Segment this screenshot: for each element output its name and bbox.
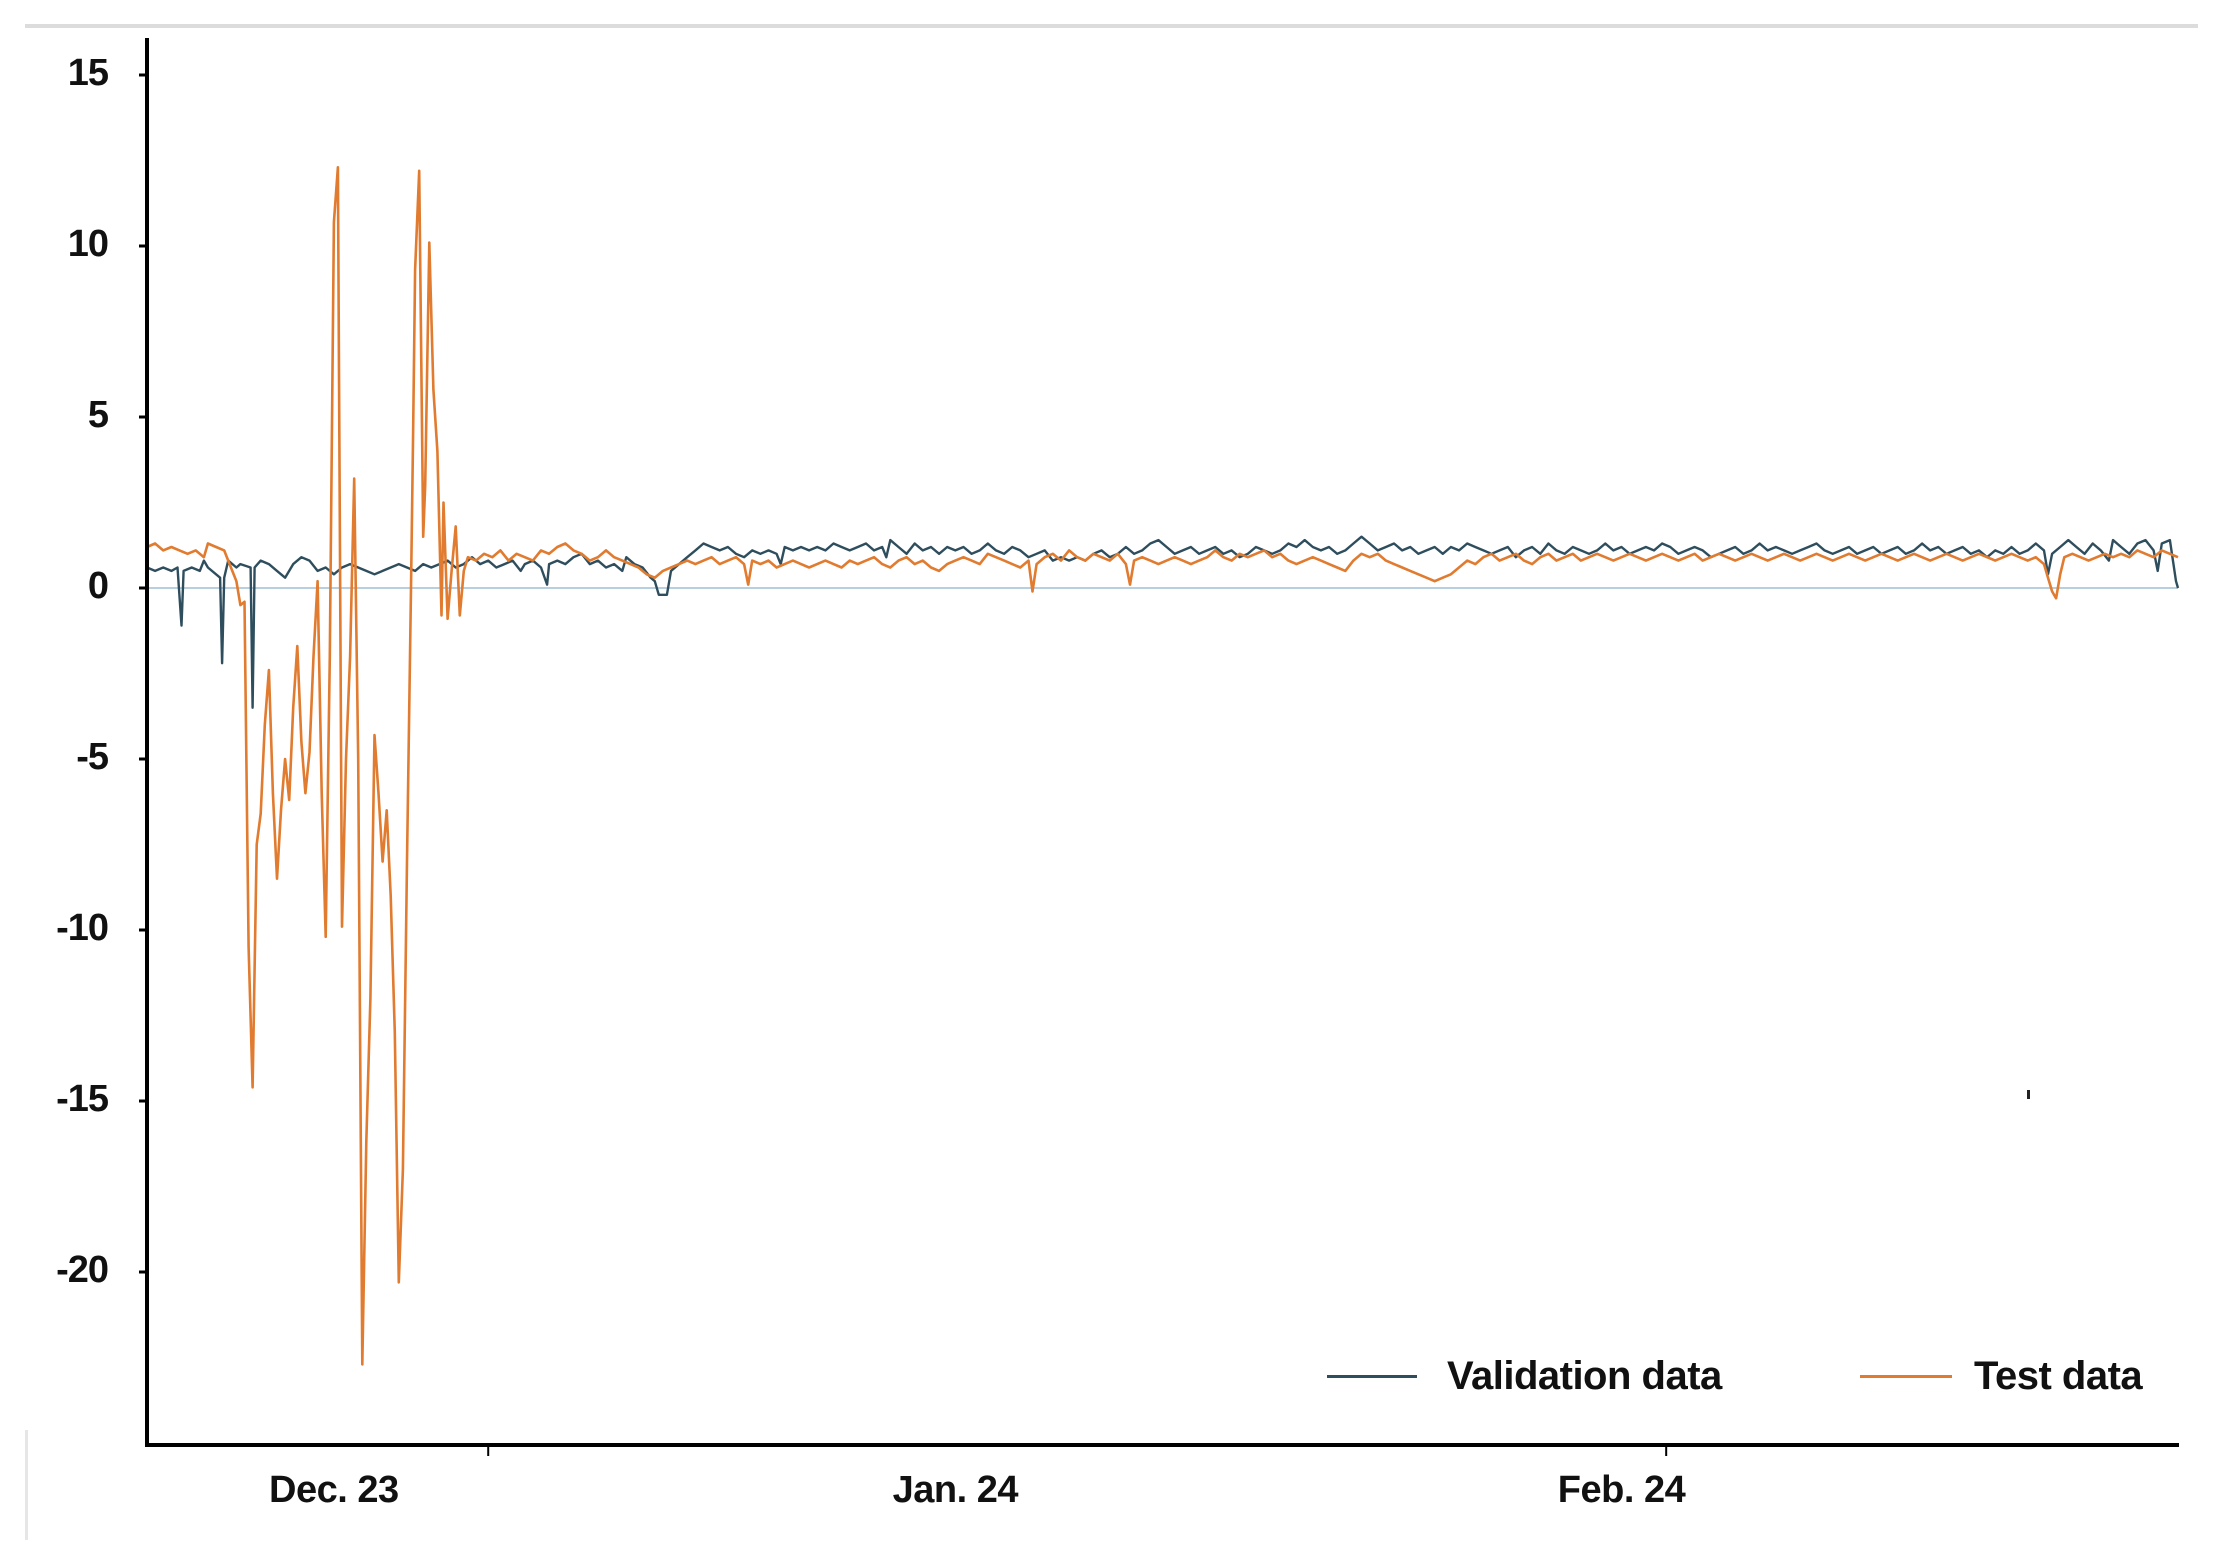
y-tick-label: 5 [87, 394, 109, 436]
y-tick-label: -10 [56, 907, 109, 949]
y-tick-label: -15 [56, 1078, 109, 1120]
x-tick-label: Dec. 23 [269, 1469, 399, 1511]
y-ticks [139, 73, 147, 1274]
test-series-line [146, 166, 2179, 1366]
legend-item-validation: Validation data [1327, 1352, 1722, 1400]
x-tick-label: Feb. 24 [1557, 1469, 1686, 1511]
x-ticks [487, 1445, 1668, 1456]
legend-item-test: Test data [1860, 1352, 2143, 1400]
y-tick-label: -5 [76, 736, 109, 778]
series-lines [146, 166, 2180, 1366]
y-tick-label: -20 [56, 1249, 109, 1291]
legend-label-validation: Validation data [1447, 1353, 1722, 1398]
axes [145, 38, 2179, 1447]
test-line-swatch-icon [1860, 1374, 1952, 1378]
y-tick-label: 15 [67, 52, 109, 94]
top-border [25, 24, 2198, 28]
x-tick-label: Jan. 24 [892, 1469, 1019, 1511]
y-tick-label: 0 [87, 565, 109, 607]
y-tick-label: 10 [67, 223, 109, 265]
left-border-fragment [25, 1430, 28, 1540]
validation-line-swatch-icon [1327, 1374, 1417, 1378]
legend-label-test: Test data [1974, 1353, 2143, 1398]
stray-mark [2027, 1090, 2030, 1099]
